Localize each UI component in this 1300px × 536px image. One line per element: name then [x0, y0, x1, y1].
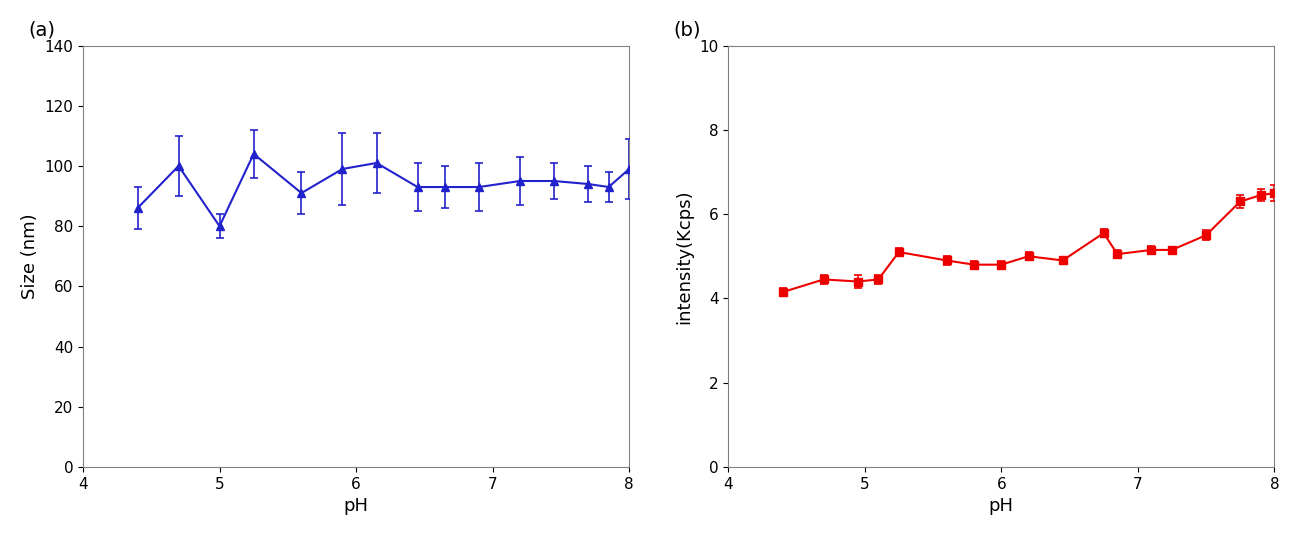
X-axis label: pH: pH [343, 497, 369, 515]
Y-axis label: Size (nm): Size (nm) [21, 213, 39, 299]
Text: (b): (b) [673, 20, 701, 39]
Text: (a): (a) [29, 20, 56, 39]
Y-axis label: intensity(Kcps): intensity(Kcps) [676, 189, 694, 324]
X-axis label: pH: pH [989, 497, 1014, 515]
